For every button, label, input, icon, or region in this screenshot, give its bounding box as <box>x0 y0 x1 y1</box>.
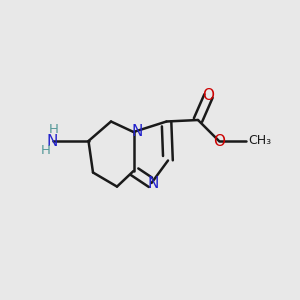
Text: N: N <box>147 176 159 191</box>
Text: O: O <box>202 88 214 104</box>
Text: H: H <box>41 144 51 157</box>
Text: N: N <box>47 134 58 148</box>
Text: N: N <box>132 124 143 139</box>
Text: O: O <box>213 134 225 148</box>
Text: CH₃: CH₃ <box>248 134 272 148</box>
Text: H: H <box>49 123 59 136</box>
